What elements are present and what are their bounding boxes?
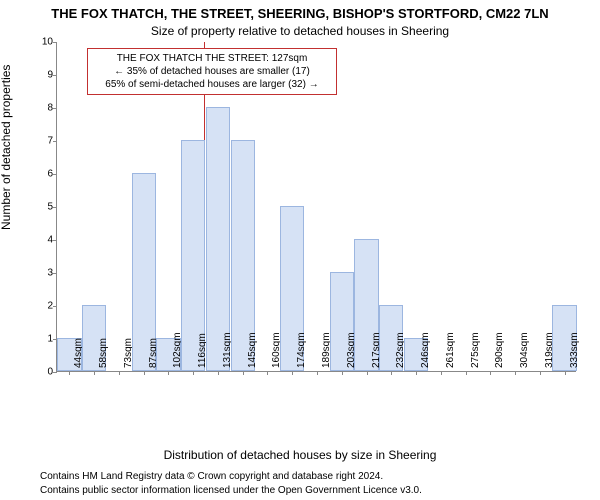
x-axis-label: Distribution of detached houses by size … xyxy=(0,448,600,462)
y-tick-mark xyxy=(53,42,57,43)
chart-title-main: THE FOX THATCH, THE STREET, SHEERING, BI… xyxy=(0,6,600,21)
x-tick-mark xyxy=(490,371,491,375)
chart-container: THE FOX THATCH, THE STREET, SHEERING, BI… xyxy=(0,0,600,500)
y-tick-label: 5 xyxy=(27,202,53,213)
x-tick-label: 145sqm xyxy=(247,332,258,368)
x-tick-label: 58sqm xyxy=(98,338,109,368)
y-tick-mark xyxy=(53,75,57,76)
y-tick-mark xyxy=(53,273,57,274)
x-tick-mark xyxy=(94,371,95,375)
annotation-line: ← 35% of detached houses are smaller (17… xyxy=(94,65,330,78)
y-tick-label: 8 xyxy=(27,103,53,114)
y-tick-mark xyxy=(53,108,57,109)
y-tick-label: 6 xyxy=(27,169,53,180)
x-tick-mark xyxy=(144,371,145,375)
x-tick-mark xyxy=(367,371,368,375)
y-tick-mark xyxy=(53,207,57,208)
x-tick-mark xyxy=(391,371,392,375)
x-tick-label: 261sqm xyxy=(445,332,456,368)
y-tick-label: 2 xyxy=(27,301,53,312)
annotation-line: 65% of semi-detached houses are larger (… xyxy=(94,78,330,91)
footer-licence: Contains public sector information licen… xyxy=(40,485,422,496)
annotation-line: THE FOX THATCH THE STREET: 127sqm xyxy=(94,52,330,65)
x-tick-mark xyxy=(540,371,541,375)
x-tick-label: 174sqm xyxy=(296,332,307,368)
x-tick-mark xyxy=(218,371,219,375)
y-tick-mark xyxy=(53,240,57,241)
y-tick-label: 1 xyxy=(27,334,53,345)
y-axis-label: Number of detached properties xyxy=(0,65,13,230)
x-tick-mark xyxy=(267,371,268,375)
y-tick-label: 0 xyxy=(27,367,53,378)
x-tick-mark xyxy=(243,371,244,375)
x-tick-label: 290sqm xyxy=(494,332,505,368)
annotation-box: THE FOX THATCH THE STREET: 127sqm ← 35% … xyxy=(87,48,337,95)
x-tick-mark xyxy=(565,371,566,375)
x-tick-mark xyxy=(69,371,70,375)
x-tick-mark xyxy=(292,371,293,375)
x-tick-mark xyxy=(342,371,343,375)
x-tick-label: 333sqm xyxy=(569,332,580,368)
x-tick-mark xyxy=(193,371,194,375)
x-tick-mark xyxy=(119,371,120,375)
x-tick-label: 246sqm xyxy=(420,332,431,368)
y-tick-label: 7 xyxy=(27,136,53,147)
x-tick-label: 275sqm xyxy=(470,332,481,368)
y-tick-mark xyxy=(53,174,57,175)
x-tick-mark xyxy=(416,371,417,375)
histogram-bar xyxy=(206,107,230,371)
chart-title-sub: Size of property relative to detached ho… xyxy=(0,24,600,38)
y-tick-label: 4 xyxy=(27,235,53,246)
y-tick-mark xyxy=(53,306,57,307)
x-tick-mark xyxy=(441,371,442,375)
y-tick-mark xyxy=(53,372,57,373)
y-tick-label: 10 xyxy=(27,37,53,48)
x-tick-mark xyxy=(317,371,318,375)
x-tick-mark xyxy=(168,371,169,375)
x-tick-label: 304sqm xyxy=(519,332,530,368)
x-tick-mark xyxy=(515,371,516,375)
y-tick-label: 3 xyxy=(27,268,53,279)
y-tick-label: 9 xyxy=(27,70,53,81)
plot-area: THE FOX THATCH THE STREET: 127sqm ← 35% … xyxy=(56,42,576,372)
y-tick-mark xyxy=(53,141,57,142)
x-tick-mark xyxy=(466,371,467,375)
footer-copyright: Contains HM Land Registry data © Crown c… xyxy=(40,471,383,482)
